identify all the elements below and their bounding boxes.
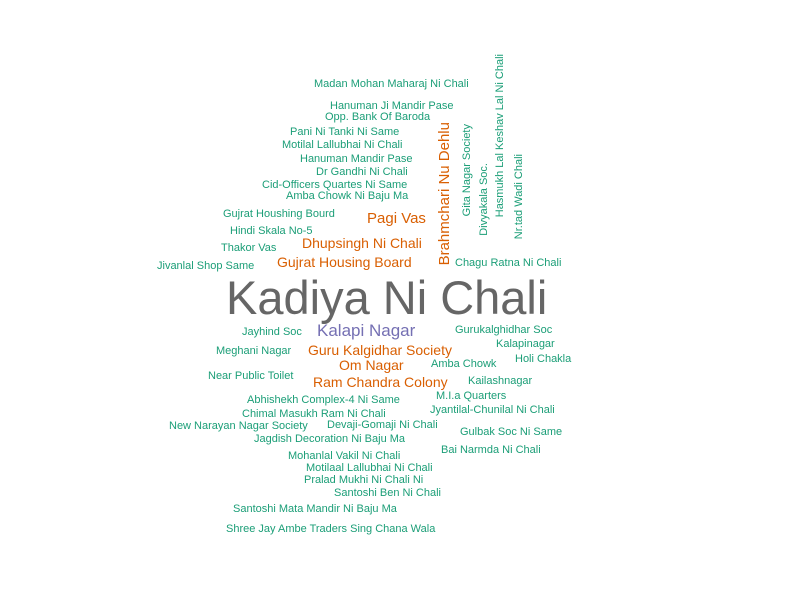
word-kalapi-nagar: Kalapi Nagar	[317, 321, 416, 340]
word-mohanlal-vakil-ni-chali: Mohanlal Vakil Ni Chali	[288, 450, 401, 462]
word-gita-nagar-society: Gita Nagar Society	[461, 124, 473, 217]
word-madan-mohan-maharaj-ni-chali: Madan Mohan Maharaj Ni Chali	[314, 78, 469, 90]
word-nr-tad-wadi-chali: Nr.tad Wadi Chali	[513, 154, 525, 240]
word-chimal-masukh-ram-ni-chali: Chimal Masukh Ram Ni Chali	[242, 408, 386, 420]
word-kadiya-ni-chali: Kadiya Ni Chali	[226, 271, 548, 324]
word-jivanlal-shop-same: Jivanlal Shop Same	[157, 260, 255, 272]
word-dr-gandhi-ni-chali: Dr Gandhi Ni Chali	[316, 166, 408, 178]
word-thakor-vas: Thakor Vas	[221, 242, 277, 254]
word-motilaal-lallubhai-ni-chali: Motilaal Lallubhai Ni Chali	[306, 462, 433, 474]
word-hanuman-ji-mandir-pase: Hanuman Ji Mandir Pase	[330, 100, 454, 112]
word-bai-narmda-ni-chali: Bai Narmda Ni Chali	[441, 444, 541, 456]
word-gulbak-soc-ni-same: Gulbak Soc Ni Same	[460, 426, 563, 438]
word-santoshi-mata-mandir-ni-baju-ma: Santoshi Mata Mandir Ni Baju Ma	[233, 503, 397, 515]
word-near-public-toilet: Near Public Toilet	[208, 370, 294, 382]
word-gujrat-houshing-bourd: Gujrat Houshing Bourd	[223, 208, 335, 220]
word-shree-jay-ambe-traders-sing-chana-wala: Shree Jay Ambe Traders Sing Chana Wala	[226, 523, 436, 535]
word-pralad-mukhi-ni-chali-ni: Pralad Mukhi Ni Chali Ni	[304, 474, 424, 486]
word-motilal-lallubhai-ni-chali: Motilal Lallubhai Ni Chali	[282, 139, 403, 151]
word-new-narayan-nagar-society: New Narayan Nagar Society	[169, 420, 308, 432]
word-jyantilal-chunilal-ni-chali: Jyantilal-Chunilal Ni Chali	[430, 404, 555, 416]
word-opp-bank-of-baroda: Opp. Bank Of Baroda	[325, 111, 431, 123]
word-pani-ni-tanki-ni-same: Pani Ni Tanki Ni Same	[290, 126, 400, 138]
word-gujrat-housing-board: Gujrat Housing Board	[277, 254, 412, 270]
word-cid-officers-quartes-ni-same: Cid-Officers Quartes Ni Same	[262, 179, 408, 191]
word-hindi-skala-no-5: Hindi Skala No-5	[230, 225, 313, 237]
word-amba-chowk: Amba Chowk	[431, 358, 497, 370]
word-santoshi-ben-ni-chali: Santoshi Ben Ni Chali	[334, 487, 442, 499]
word-m-i-a-quarters: M.I.a Quarters	[436, 390, 507, 402]
word-amba-chowk-ni-baju-ma: Amba Chowk Ni Baju Ma	[286, 190, 409, 202]
word-divyakala-soc: Divyakala Soc.	[478, 163, 490, 236]
word-pagi-vas: Pagi Vas	[367, 210, 426, 227]
word-abhishekh-complex-4-ni-same: Abhishekh Complex-4 Ni Same	[247, 394, 400, 406]
word-hanuman-mandir-pase: Hanuman Mandir Pase	[300, 153, 413, 165]
word-brahmchari-nu-dehlu: Brahmchari Nu Dehlu	[436, 122, 453, 266]
word-kailashnagar: Kailashnagar	[468, 375, 533, 387]
word-om-nagar: Om Nagar	[339, 357, 404, 373]
word-jayhind-soc: Jayhind Soc	[242, 326, 302, 338]
word-guru-kalgidhar-society: Guru Kalgidhar Society	[308, 342, 452, 358]
word-dhupsingh-ni-chali: Dhupsingh Ni Chali	[302, 235, 422, 251]
word-hasmukh-lal-keshav-lal-ni-chali: Hasmukh Lal Keshav Lal Ni Chali	[494, 54, 506, 218]
word-kalapinagar: Kalapinagar	[496, 338, 555, 350]
word-ram-chandra-colony: Ram Chandra Colony	[313, 374, 448, 390]
word-gurukalghidhar-soc: Gurukalghidhar Soc	[455, 324, 553, 336]
word-jagdish-decoration-ni-baju-ma: Jagdish Decoration Ni Baju Ma	[254, 433, 406, 445]
word-devaji-gomaji-ni-chali: Devaji-Gomaji Ni Chali	[327, 419, 438, 431]
word-holi-chakla: Holi Chakla	[515, 353, 572, 365]
word-meghani-nagar: Meghani Nagar	[216, 345, 292, 357]
word-chagu-ratna-ni-chali: Chagu Ratna Ni Chali	[455, 257, 562, 269]
